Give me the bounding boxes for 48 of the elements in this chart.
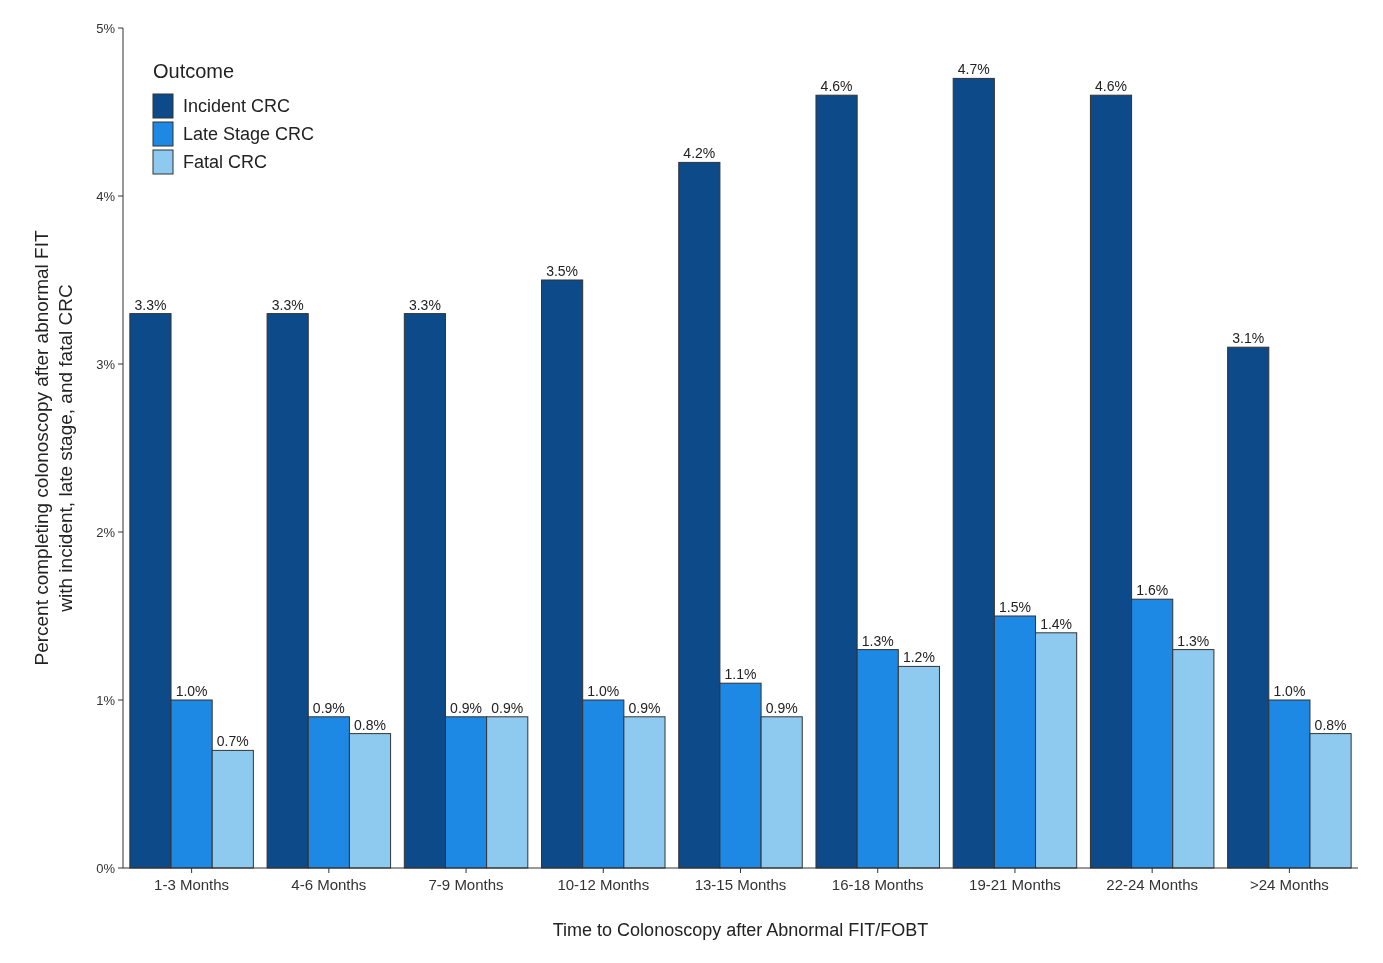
data-label: 1.0% bbox=[175, 683, 208, 699]
x-tick-label: 4-6 Months bbox=[291, 876, 367, 893]
data-label: 1.4% bbox=[1040, 615, 1073, 632]
legend-title: Outcome bbox=[153, 60, 235, 82]
data-label: 4.2% bbox=[683, 145, 716, 162]
data-label: 4.6% bbox=[820, 78, 853, 95]
data-label: 3.5% bbox=[546, 263, 579, 279]
data-label: 1.2% bbox=[902, 649, 935, 666]
data-label: 1.3% bbox=[1177, 632, 1210, 649]
data-label: 0.8% bbox=[354, 716, 386, 733]
legend-label: Late Stage CRC bbox=[183, 124, 315, 145]
data-label: 1.6% bbox=[1136, 582, 1169, 599]
data-label: 0.7% bbox=[216, 733, 249, 750]
data-label: 1.3% bbox=[861, 632, 894, 649]
x-tick-label: 16-18 Months bbox=[831, 876, 924, 893]
y-tick-label: 3% bbox=[96, 356, 116, 372]
y-tick-label: 0% bbox=[96, 860, 116, 876]
x-tick-label: 1-3 Months bbox=[154, 876, 230, 893]
x-tick-label: 19-21 Months bbox=[969, 876, 1061, 893]
data-label: 1.0% bbox=[587, 683, 620, 699]
y-tick-label: 5% bbox=[96, 20, 116, 36]
data-label: 3.3% bbox=[134, 296, 167, 313]
legend-label: Fatal CRC bbox=[183, 152, 268, 173]
x-tick-label: 10-12 Months bbox=[557, 876, 650, 893]
y-axis-title: Percent completing colonoscopy after abnormal FIT with incident, late stage, and fatal CRC bbox=[31, 230, 76, 666]
x-tick-label: 22-24 Months bbox=[1106, 876, 1199, 893]
data-label: 0.9% bbox=[450, 699, 483, 716]
data-label: 1.0% bbox=[1273, 683, 1306, 699]
data-label: 4.6% bbox=[1095, 78, 1127, 95]
legend-label: Incident CRC bbox=[183, 96, 291, 117]
data-label: 4.7% bbox=[957, 61, 990, 78]
y-tick-label: 2% bbox=[96, 524, 116, 540]
x-tick-label: 13-15 Months bbox=[694, 876, 787, 893]
x-axis-title: Time to Colonoscopy after Abnormal FIT/FOBT bbox=[552, 920, 929, 940]
data-label: 3.3% bbox=[408, 296, 441, 313]
data-label: 0.9% bbox=[312, 699, 345, 716]
data-label: 0.8% bbox=[1314, 716, 1347, 733]
data-label: 0.9% bbox=[491, 699, 524, 716]
data-label: 3.1% bbox=[1232, 330, 1265, 347]
y-tick-label: 4% bbox=[96, 188, 116, 204]
data-label: 1.1% bbox=[724, 666, 757, 683]
data-label: 0.9% bbox=[628, 699, 661, 716]
y-tick-label: 1% bbox=[96, 692, 116, 708]
data-label: 1.5% bbox=[998, 599, 1031, 615]
x-tick-label: >24 Months bbox=[1249, 876, 1329, 893]
x-tick-label: 7-9 Months bbox=[428, 876, 504, 893]
data-label: 0.9% bbox=[765, 699, 798, 716]
data-label: 3.3% bbox=[271, 296, 304, 313]
